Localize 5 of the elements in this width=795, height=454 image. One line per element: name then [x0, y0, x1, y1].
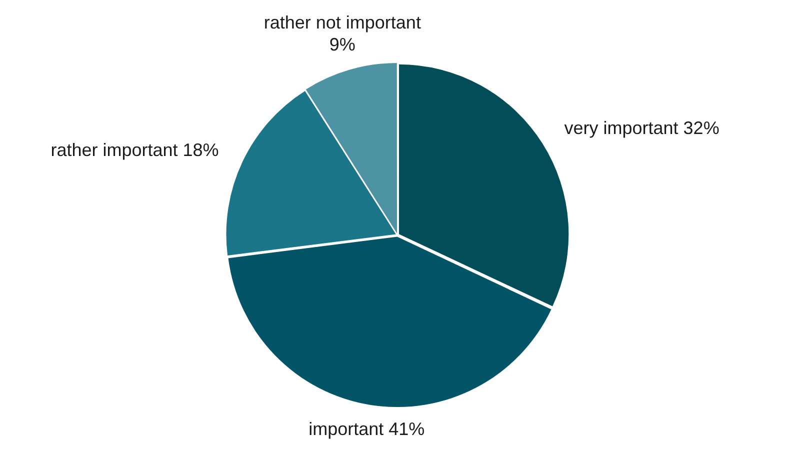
slice-label: rather important 18% — [50, 140, 219, 160]
slice-label: important 41% — [308, 419, 425, 440]
data-label: 9% — [329, 34, 356, 54]
slice-label: very important 32% — [564, 118, 720, 138]
slice-label: rather not important — [264, 12, 421, 32]
